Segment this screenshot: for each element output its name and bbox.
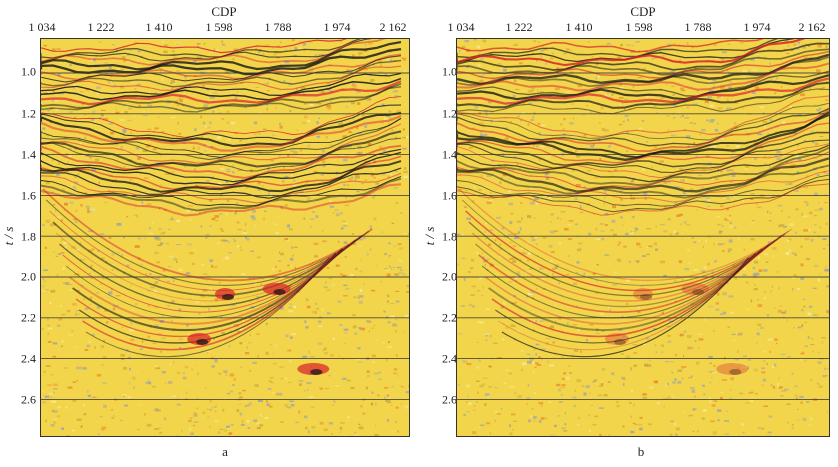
panel-caption: a [222, 444, 228, 459]
y-tick-label: 1.4 [442, 147, 457, 162]
x-tick-label: 1 222 [87, 20, 115, 34]
y-tick-label: 2.2 [442, 310, 457, 325]
x-tick-label: 1 974 [743, 20, 771, 34]
y-tick-label: 2.0 [21, 269, 36, 284]
x-tick-label: 1 788 [684, 20, 712, 34]
x-tick-label: 1 034 [28, 20, 56, 34]
y-tick-label: 1.4 [21, 147, 36, 162]
y-tick-label: 1.6 [442, 188, 457, 203]
x-tick-label: 1 974 [323, 20, 351, 34]
y-tick-label: 2.0 [442, 269, 457, 284]
seismic-section-b [456, 38, 830, 437]
y-tick-label: 1.8 [442, 229, 457, 244]
seismic-image-a [41, 39, 409, 436]
y-tick-label: 2.6 [442, 392, 457, 407]
y-tick-label: 2.6 [21, 392, 36, 407]
x-tick-label: 1 410 [565, 20, 593, 34]
x-tick-label: 1 788 [264, 20, 292, 34]
x-axis-title: CDP [630, 4, 656, 19]
x-tick-label: 1 222 [505, 20, 533, 34]
x-axis-title: CDP [211, 4, 237, 19]
x-tick-label: 1 034 [447, 20, 475, 34]
panel-b: CDP 1 034 1 222 1 410 1 598 1 788 1 974 … [419, 0, 838, 467]
x-tick-label: 2 162 [379, 20, 407, 34]
x-tick-label: 1 598 [625, 20, 653, 34]
x-tick-label: 2 162 [798, 20, 826, 34]
seismic-section-a [40, 38, 410, 437]
y-tick-label: 1.2 [21, 106, 36, 121]
y-tick-label: 1.0 [442, 64, 457, 79]
y-tick-label: 2.4 [442, 351, 457, 366]
y-tick-label: 2.4 [21, 351, 36, 366]
y-tick-label: 1.8 [21, 229, 36, 244]
x-tick-label: 1 598 [205, 20, 233, 34]
panel-caption: b [637, 444, 645, 459]
panel-a: CDP 1 034 1 222 1 410 1 598 1 788 1 974 … [1, 4, 410, 459]
seismic-image-b [457, 39, 829, 436]
y-tick-label: 1.6 [21, 188, 36, 203]
y-tick-label: 1.0 [21, 64, 36, 79]
y-tick-label: 2.2 [21, 310, 36, 325]
y-tick-label: 1.2 [442, 106, 457, 121]
x-tick-label: 1 410 [145, 20, 173, 34]
